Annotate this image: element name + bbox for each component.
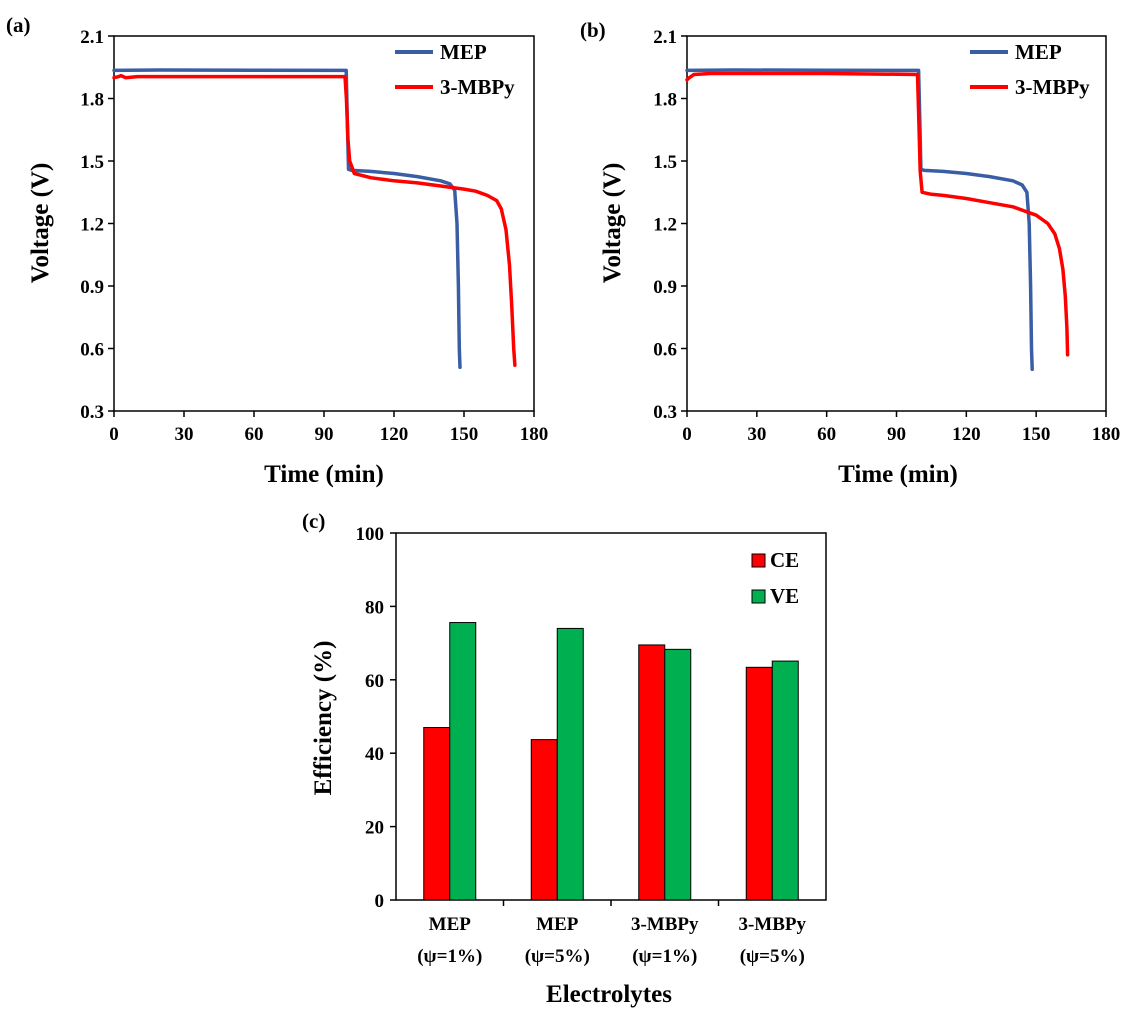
panel-b-ytick-label: 1.2 <box>653 215 677 236</box>
panel-c-legend: CE VE <box>751 548 799 608</box>
panel-c-bar-ve <box>449 622 477 901</box>
panel-a-legend: MEP 3-MBPy <box>395 40 515 99</box>
panel-c-ytick-label: 100 <box>356 524 385 545</box>
panel-c-category-label: MEP <box>536 914 579 935</box>
panel-c-label: (c) <box>302 509 325 533</box>
panel-b-xlabel: Time (min) <box>838 461 958 488</box>
panel-a-ytick-label: 1.8 <box>80 90 104 111</box>
panel-a-series-line-3-mbpy <box>112 73 517 367</box>
panel-c-category-sublabel: (ψ=5%) <box>525 946 590 967</box>
panel-a-label: (a) <box>6 13 31 37</box>
panel-c-efficiency-chart: (c) Electrolytes Efficiency (%) 0 20 40 60 8… <box>302 509 827 1008</box>
panel-a-xlabel: Time (min) <box>264 461 384 488</box>
panel-a-xtick-label: 30 <box>175 424 194 445</box>
panel-c-legend-label: CE <box>770 548 799 572</box>
panel-a-ytick-label: 2.1 <box>80 27 104 48</box>
panel-c-category-label: 3-MBPy <box>738 914 806 935</box>
panel-c-bar-ce <box>423 727 451 901</box>
panel-b-series-line-mep <box>685 68 1034 372</box>
panel-b-ytick-label: 1.5 <box>653 152 677 173</box>
panel-a-ytick-label: 0.6 <box>80 340 104 361</box>
panel-c-ylabel: Efficiency (%) <box>310 641 337 796</box>
panel-b-ytick-label: 0.6 <box>653 340 677 361</box>
panel-a-xtick-label: 150 <box>450 424 479 445</box>
panel-b-label: (b) <box>580 18 606 42</box>
panel-b-ytick-label: 0.3 <box>653 402 677 423</box>
panel-b-xtick-label: 30 <box>747 424 766 445</box>
panel-c-bar-ve <box>771 660 799 901</box>
panel-c-bar-ve <box>556 627 584 901</box>
panel-c-axes: 0 20 40 60 80 100 MEP (ψ=1%) MEP (ψ=5%) 3-MBPy (ψ=1… <box>356 524 827 967</box>
panel-b-ytick-label: 0.9 <box>653 277 677 298</box>
panel-b-xtick-label: 90 <box>887 424 906 445</box>
panel-a-axes: 0 30 60 90 120 150 180 0.3 0.6 0.9 1.2 1.5 1.8 2.1 <box>80 27 548 445</box>
panel-c-bar-ce <box>530 739 558 901</box>
panel-c-category-label: 3-MBPy <box>631 914 699 935</box>
panel-b-xtick-label: 150 <box>1022 424 1051 445</box>
panel-b-axes: 0 30 60 90 120 150 180 0.3 0.6 0.9 1.2 1.5 1.8 2.1 <box>653 27 1120 445</box>
panel-c-ytick-label: 40 <box>365 744 384 765</box>
panel-c-bars <box>423 622 799 901</box>
panel-c-xlabel: Electrolytes <box>546 981 672 1008</box>
panel-c-legend-label: VE <box>770 584 799 608</box>
panel-b-xtick-label: 180 <box>1092 424 1121 445</box>
panel-b-voltage-chart: (b) Time (min) Voltage (V) 0 30 60 90 120 150… <box>580 18 1120 488</box>
panel-a-ylabel: Voltage (V) <box>27 163 54 284</box>
panel-a-ytick-label: 0.9 <box>80 277 104 298</box>
panel-a-ytick-label: 1.5 <box>80 152 104 173</box>
panel-b-xtick-label: 0 <box>682 424 692 445</box>
panel-b-legend-label: MEP <box>1015 40 1062 64</box>
panel-a-voltage-chart: (a) Time (min) Voltage (V) 0 30 60 90 120 150… <box>6 13 548 488</box>
panel-c-legend-swatch <box>751 553 766 568</box>
panel-c-ytick-label: 0 <box>375 891 385 912</box>
panel-a-ytick-label: 1.2 <box>80 215 104 236</box>
panel-a-xtick-label: 90 <box>315 424 334 445</box>
panel-b-xtick-label: 120 <box>952 424 981 445</box>
panel-c-category-sublabel: (ψ=1%) <box>632 946 697 967</box>
panel-c-bar-ce <box>638 644 666 901</box>
panel-b-legend-label: 3-MBPy <box>1015 75 1090 99</box>
panel-c-bar-ve <box>664 648 692 901</box>
panel-c-legend-swatch <box>751 589 766 604</box>
panel-b-ytick-label: 2.1 <box>653 27 677 48</box>
panel-b-xtick-label: 60 <box>817 424 836 445</box>
panel-a-ytick-label: 0.3 <box>80 402 104 423</box>
panel-a-legend-label: 3-MBPy <box>440 75 515 99</box>
panel-a-xtick-label: 180 <box>520 424 549 445</box>
panel-c-category-sublabel: (ψ=1%) <box>417 946 482 967</box>
panel-b-ylabel: Voltage (V) <box>599 163 626 284</box>
panel-b-series-line-3-mbpy <box>685 71 1070 357</box>
panel-b-lines <box>685 68 1070 372</box>
panel-c-ytick-label: 80 <box>365 597 384 618</box>
panel-c-category-label: MEP <box>429 914 472 935</box>
panel-b-legend: MEP 3-MBPy <box>970 40 1090 99</box>
panel-b-ytick-label: 1.8 <box>653 90 677 111</box>
panel-c-category-sublabel: (ψ=5%) <box>740 946 805 967</box>
panel-a-xtick-label: 0 <box>109 424 119 445</box>
panel-a-series-line-mep <box>112 68 462 370</box>
panel-a-lines <box>112 68 517 370</box>
panel-c-bar-ce <box>745 666 773 901</box>
panel-c-ytick-label: 20 <box>365 818 384 839</box>
panel-c-ytick-label: 60 <box>365 671 384 692</box>
panel-a-xtick-label: 120 <box>380 424 409 445</box>
panel-a-legend-label: MEP <box>440 40 487 64</box>
panel-a-xtick-label: 60 <box>245 424 264 445</box>
